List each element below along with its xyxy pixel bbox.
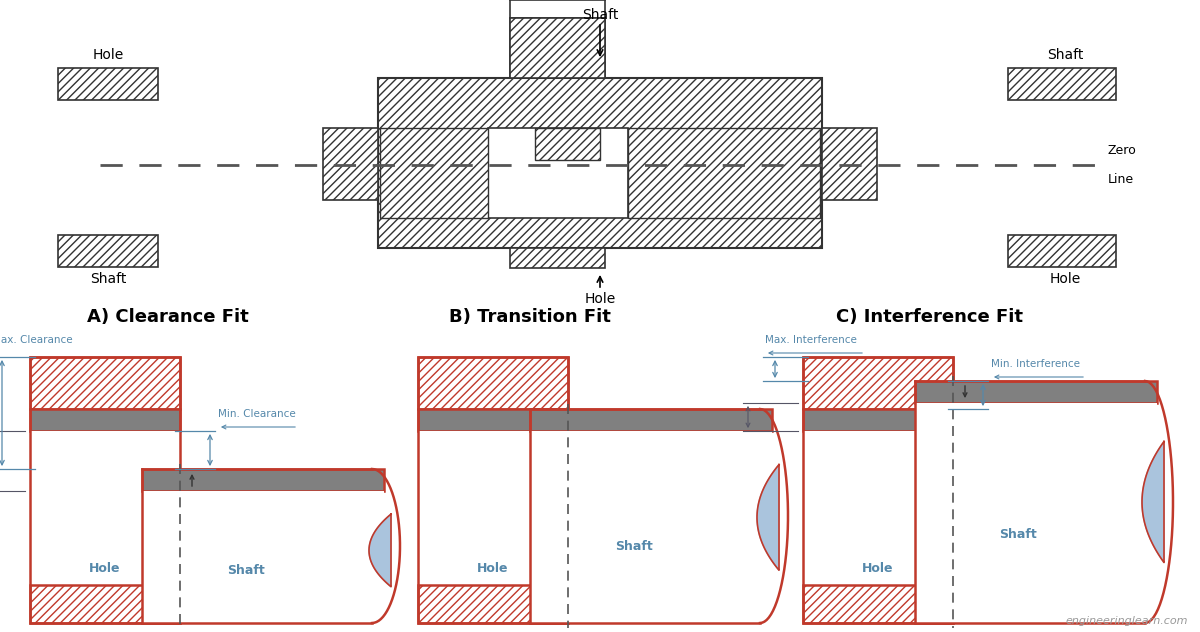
Bar (510, 18, 605, 78)
Bar (418, 357, 568, 623)
Text: Hole: Hole (92, 48, 124, 62)
Bar (550, 18, 605, 78)
Text: A) Clearance Fit: A) Clearance Fit (88, 308, 248, 326)
Bar (822, 128, 877, 200)
Bar (535, 128, 600, 160)
Bar (418, 585, 568, 623)
Bar (378, 78, 822, 248)
Bar (510, 18, 550, 78)
Bar (803, 431, 953, 585)
Text: Min. Interference: Min. Interference (991, 359, 1080, 369)
Text: Max. Interference: Max. Interference (766, 335, 857, 345)
Text: B) Transition Fit: B) Transition Fit (449, 308, 611, 326)
Bar (30, 357, 180, 409)
Bar (142, 491, 384, 623)
Text: Min. Clearance: Min. Clearance (218, 409, 295, 419)
Bar (142, 469, 384, 491)
Text: Hole: Hole (89, 561, 121, 574)
Bar (30, 431, 180, 585)
Bar (418, 357, 568, 409)
Text: Max. Clearance: Max. Clearance (0, 335, 73, 345)
Text: Shaft: Shaft (1046, 48, 1084, 62)
Bar (530, 409, 772, 431)
Bar (418, 431, 568, 585)
Bar (418, 409, 568, 431)
Text: Shaft: Shaft (614, 540, 653, 553)
Polygon shape (757, 465, 779, 570)
Bar (1008, 235, 1116, 267)
Text: Shaft: Shaft (1000, 528, 1037, 542)
Text: Zero: Zero (1108, 144, 1136, 157)
Bar (628, 128, 820, 218)
Text: Shaft: Shaft (90, 272, 126, 286)
Bar (803, 357, 953, 409)
Bar (58, 235, 158, 267)
Bar (1008, 68, 1116, 100)
Bar (488, 128, 628, 218)
Bar (510, 248, 605, 268)
Bar (803, 409, 953, 431)
Text: Hole: Hole (478, 561, 509, 574)
Text: Hole: Hole (1049, 272, 1081, 286)
Bar (803, 585, 953, 623)
Bar (58, 68, 158, 100)
Bar (803, 357, 953, 623)
Bar (380, 128, 488, 218)
Text: C) Interference Fit: C) Interference Fit (836, 308, 1024, 326)
Text: Hole: Hole (863, 561, 894, 574)
Bar (323, 128, 378, 200)
Text: Shaft: Shaft (582, 8, 618, 22)
Text: Hole: Hole (584, 292, 616, 306)
Bar (30, 357, 180, 623)
Text: engineeringlearn.com: engineeringlearn.com (1066, 616, 1188, 626)
Bar (916, 381, 1157, 403)
Text: Shaft: Shaft (227, 564, 264, 577)
Bar (510, 18, 605, 78)
Polygon shape (1142, 442, 1164, 562)
Polygon shape (370, 514, 391, 586)
Text: Line: Line (1108, 173, 1134, 186)
Bar (30, 409, 180, 431)
Bar (30, 585, 180, 623)
Bar (916, 403, 1157, 623)
Bar (530, 431, 772, 623)
